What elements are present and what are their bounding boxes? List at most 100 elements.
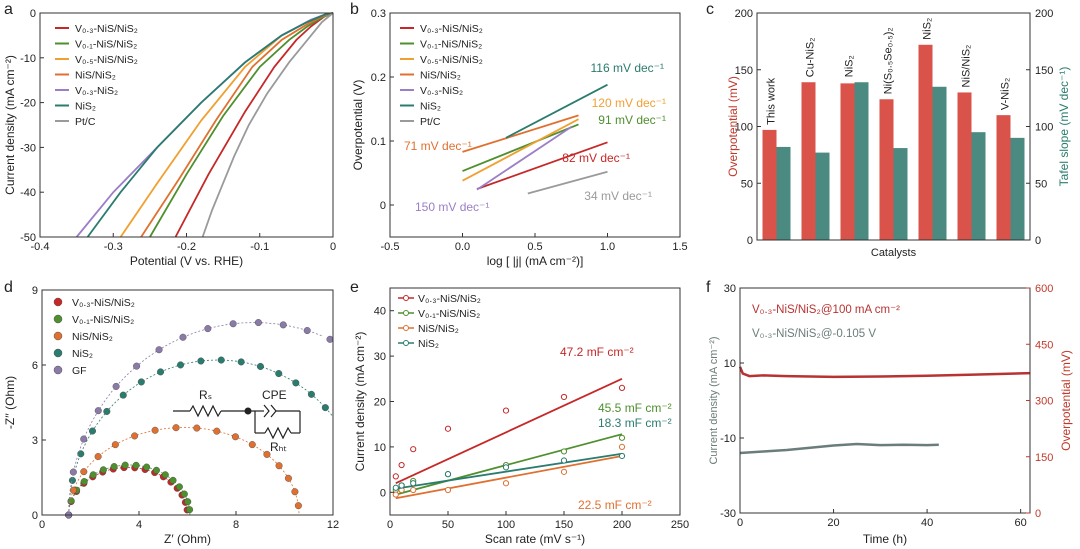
data-point-1	[99, 466, 107, 474]
data-point-1	[110, 463, 118, 471]
data-point-2	[111, 441, 119, 449]
data-point-4	[80, 435, 88, 443]
data-point-1	[161, 471, 169, 479]
x-tick-label: 8	[233, 519, 239, 531]
legend-marker	[403, 310, 409, 316]
data-point-2	[410, 486, 417, 494]
panel-d: 0 4 8 12 0 3 6 9 Z′ (Ohm) -Z′′ (Ohm) V₀.₃-NiS/NiS₂…	[3, 279, 339, 546]
x-tick-label: 0.0	[455, 241, 470, 253]
data-point-4	[155, 346, 163, 354]
y-tick-label: 10	[374, 442, 386, 454]
data-point-2	[284, 474, 292, 482]
data-point-3	[321, 404, 329, 412]
y-tick-label: -10	[720, 433, 736, 445]
data-point-4	[229, 320, 237, 328]
equivalent-circuit: Rₛ CPE Rₕₜ	[173, 388, 301, 454]
capacitance-label: 45.5 mF cm⁻²	[598, 401, 672, 415]
legend-label: V₀.₅-NiS/NiS₂	[75, 54, 138, 66]
tafel-label: 120 mV dec⁻¹	[592, 96, 666, 110]
category-label: NiS/NiS₂	[961, 45, 973, 88]
data-point-2	[231, 433, 239, 441]
y-right-tick-label: 200	[1035, 8, 1053, 20]
bar-tafel	[776, 146, 791, 240]
fit-line-0	[68, 467, 188, 516]
capacitance-label: 47.2 mF cm⁻²	[560, 345, 634, 359]
series-line-0	[738, 366, 1031, 379]
x-tick-label: 0	[387, 519, 393, 531]
y-axis-label: Current density (mA cm⁻²)	[3, 55, 17, 195]
resistor-rs	[189, 404, 222, 418]
fit-line-4	[68, 322, 323, 516]
x-tick-label: -0.3	[104, 241, 123, 253]
legend-label: V₀.₁-NiS/NiS₂	[75, 39, 137, 51]
data-point-2	[172, 424, 180, 432]
data-point-3	[103, 407, 111, 415]
x-tick-label: 40	[921, 517, 933, 529]
fit-line-0	[395, 377, 623, 485]
data-point-1	[560, 448, 568, 455]
series-line-4	[476, 126, 572, 191]
y-tick-label: 0	[380, 200, 386, 212]
stability-label: V₀.₃-NiS/NiS₂@100 mA cm⁻²	[752, 304, 900, 316]
series-line-1	[462, 123, 579, 172]
data-point-4	[279, 321, 287, 329]
legend-marker	[403, 340, 409, 346]
legend-label: NiS₂	[420, 101, 441, 113]
x-tick-label: 200	[613, 519, 631, 531]
data-point-2	[392, 491, 399, 498]
data-point-1	[618, 434, 626, 441]
fit-line-3	[395, 452, 623, 490]
x-tick-label: 12	[327, 519, 339, 531]
data-point-3	[444, 471, 452, 478]
legend-label: V₀.₁-NiS/NiS₂	[418, 308, 480, 320]
data-point-3	[560, 457, 568, 464]
data-point-2	[444, 486, 452, 494]
y-tick-label: -50	[20, 232, 36, 244]
y-right-tick-label: 50	[1035, 178, 1047, 190]
bar-overpotential	[918, 44, 933, 240]
legend-label: GF	[72, 365, 87, 377]
y-right-tick-label: 0	[1035, 508, 1041, 520]
capacitance-label: 22.5 mF cm⁻²	[578, 498, 652, 512]
data-point-1	[121, 461, 129, 469]
bar-overpotential	[762, 129, 777, 240]
bar-overpotential	[879, 99, 894, 240]
data-point-3	[237, 358, 245, 366]
data-point-2	[94, 453, 102, 461]
panel-f: 0 20 40 60 30 10 -10 -30 600 450 300 150 0 Time (h) Cu…	[706, 279, 1073, 546]
legend-label: V₀.₃-NiS/NiS₂	[75, 23, 138, 35]
panel-letter: b	[350, 1, 359, 18]
legend-label: V₀.₅-NiS/NiS₂	[420, 54, 483, 66]
tafel-label: 34 mV dec⁻¹	[584, 189, 652, 203]
y-tick-label: -30	[20, 142, 36, 154]
bar-tafel	[893, 148, 908, 240]
x-axis-label: Catalysts	[871, 247, 917, 259]
data-point-4	[112, 382, 120, 390]
y-right-tick-label: 600	[1035, 283, 1053, 295]
bar-tafel	[971, 132, 986, 240]
circuit-label: Rₛ	[199, 388, 212, 402]
data-point-3	[275, 370, 283, 378]
series-line-0	[476, 141, 608, 190]
x-tick-label: 0	[39, 519, 45, 531]
cpe-element	[263, 404, 277, 418]
legend-marker	[53, 331, 63, 341]
y-right-tick-label: 100	[1035, 122, 1053, 134]
y-axis-label: -Z′′ (Ohm)	[3, 376, 17, 429]
data-point-3	[157, 368, 165, 376]
data-point-0	[410, 446, 417, 453]
data-point-1	[132, 461, 140, 469]
y-tick-label: -10	[20, 53, 36, 65]
y-axis-label: Overpotential (V)	[351, 80, 365, 171]
y-tick-label: 9	[32, 285, 38, 297]
legend-label: Pt/C	[75, 116, 96, 128]
legend-label: NiS/NiS₂	[420, 70, 461, 82]
legend-label: NiS₂	[72, 348, 93, 360]
panel-letter: f	[706, 279, 711, 296]
legend-marker	[53, 365, 63, 375]
y-right-tick-label: 150	[1035, 452, 1053, 464]
data-point-2	[291, 488, 299, 496]
data-point-3	[392, 484, 399, 491]
data-point-1	[175, 483, 183, 491]
data-point-2	[151, 426, 159, 434]
